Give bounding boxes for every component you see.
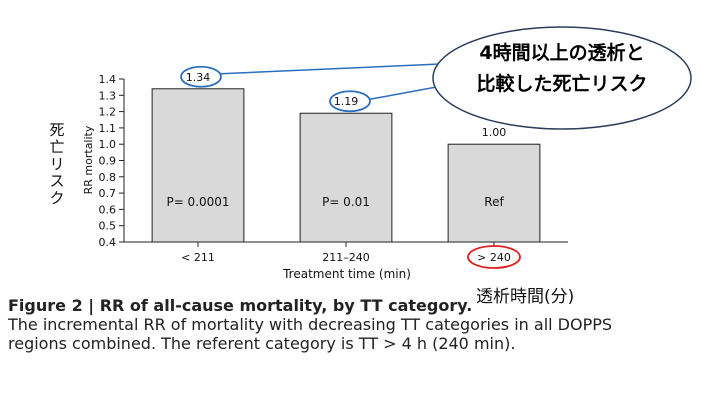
highlight-ellipse [329, 90, 371, 113]
connector-line [369, 85, 443, 100]
callout-line-2: 比較した死亡リスク [476, 73, 648, 95]
x-tick-label: > 240 [477, 251, 511, 264]
y-tick-label: 1.0 [99, 138, 117, 151]
bar [447, 143, 541, 243]
y-tick-label: 0.7 [99, 187, 117, 200]
ja-x-label: 透析時間(分) [476, 287, 575, 307]
annotation-overlays [180, 26, 692, 269]
y-tick-label: 1.2 [99, 106, 117, 119]
rr-bar-chart: 0.4 0.5 0.6 0.7 0.8 0.9 1.0 1.1 1.2 1.3 1.4 1.34 P=… [82, 26, 692, 281]
y-axis: 0.4 0.5 0.6 0.7 0.8 0.9 1.0 1.1 1.2 1.3 1.4 [99, 73, 125, 249]
bar-value-label: 1.00 [482, 126, 507, 139]
x-axis: < 211 211–240 > 240 [124, 241, 568, 264]
bar-annotation: Ref [484, 195, 504, 209]
callout-bubble-text: 4時間以上の透析と 比較した死亡リスク [436, 38, 688, 100]
bar [299, 112, 393, 243]
figure-label: Figure 2 [8, 296, 83, 315]
y-tick-label: 1.1 [99, 122, 117, 135]
x-tick-label: < 211 [181, 251, 215, 264]
connector-line [220, 63, 441, 75]
ja-y-label: 死亡リスク [49, 121, 65, 207]
bar-annotation: P= 0.01 [322, 195, 370, 209]
y-axis-label: RR mortality [82, 125, 95, 194]
y-tick-label: 0.8 [99, 171, 117, 184]
figure-title: RR of all-cause mortality, by TT categor… [99, 296, 473, 315]
bar-annotation: P= 0.0001 [166, 195, 229, 209]
x-tick-label: 211–240 [322, 251, 370, 264]
bar-value-label: 1.34 [186, 71, 211, 84]
x-axis-label: Treatment time (min) [282, 267, 411, 281]
callout-bubble [432, 26, 692, 130]
figure-separator: | [82, 296, 100, 315]
bar [151, 88, 245, 243]
bar-value-label: 1.19 [334, 95, 359, 108]
figure-caption: Figure 2 | RR of all-cause mortality, by… [8, 296, 628, 353]
y-tick-label: 0.4 [99, 236, 117, 249]
bars-group: 1.34 P= 0.0001 1.19 P= 0.01 1.00 Ref [151, 71, 541, 243]
highlight-ellipse [180, 65, 222, 88]
highlight-ellipse-red [467, 245, 521, 269]
y-tick-label: 0.9 [99, 155, 117, 168]
y-tick-label: 1.4 [99, 73, 117, 86]
y-tick-label: 0.6 [99, 203, 117, 216]
y-tick-label: 0.5 [99, 220, 117, 233]
y-tick-label: 1.3 [99, 89, 117, 102]
callout-line-1: 4時間以上の透析と [479, 42, 645, 64]
figure-description: The incremental RR of mortality with dec… [8, 315, 613, 353]
